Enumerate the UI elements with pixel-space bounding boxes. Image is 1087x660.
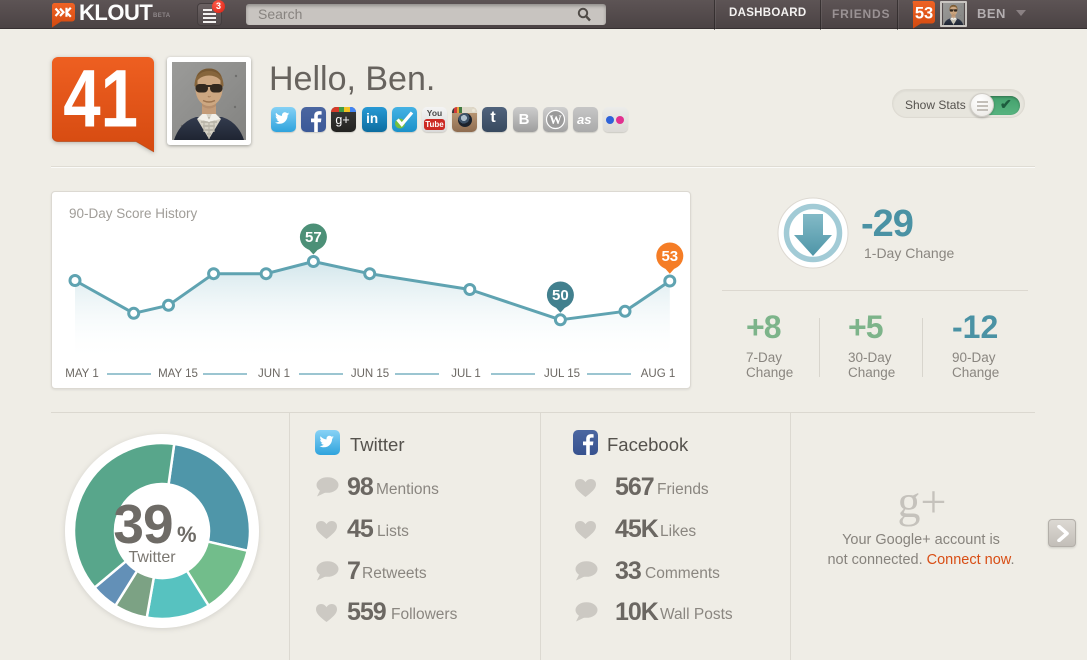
svg-text:53: 53: [915, 5, 933, 23]
svg-text:JUN 1: JUN 1: [258, 368, 290, 380]
svg-text:90-Day Score History: 90-Day Score History: [69, 206, 198, 221]
svg-text:MAY 15: MAY 15: [158, 368, 198, 380]
svg-text:57: 57: [305, 229, 322, 246]
svg-text:AUG 1: AUG 1: [641, 368, 676, 380]
svg-text:53: 53: [661, 248, 678, 265]
svg-text:JUL 1: JUL 1: [451, 368, 481, 380]
svg-text:JUN 15: JUN 15: [351, 368, 389, 380]
svg-text:MAY 1: MAY 1: [65, 368, 98, 380]
svg-text:JUL 15: JUL 15: [544, 368, 580, 380]
svg-text:41: 41: [63, 57, 138, 144]
svg-text:50: 50: [552, 287, 569, 304]
svg-text:W: W: [549, 113, 562, 127]
